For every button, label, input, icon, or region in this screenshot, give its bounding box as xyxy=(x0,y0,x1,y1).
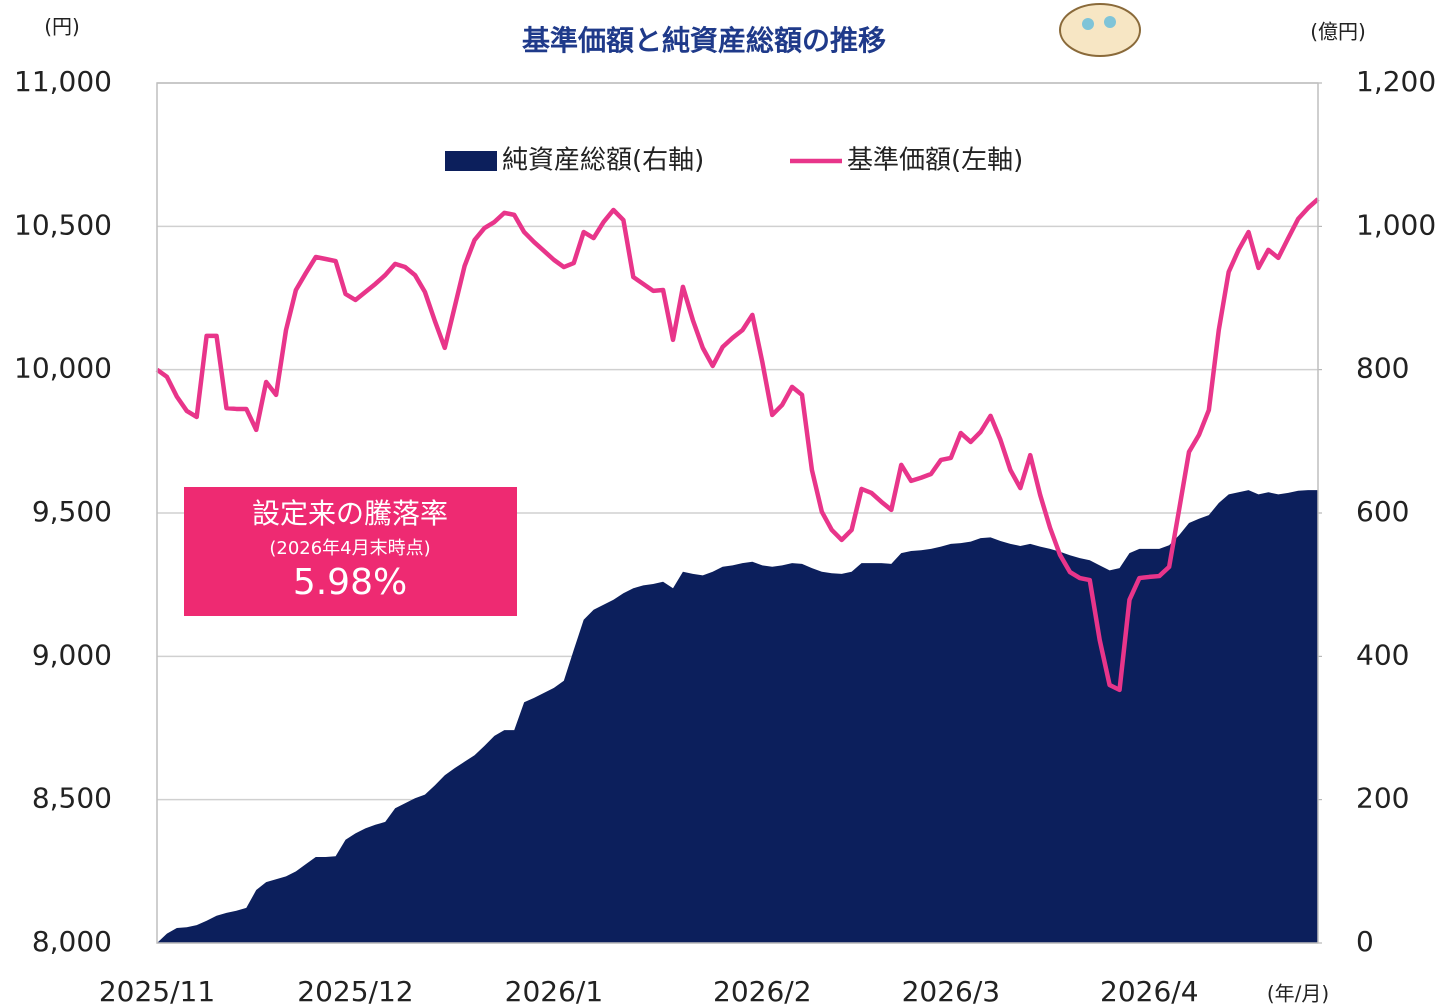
annotation-title: 設定来の騰落率 xyxy=(252,497,448,530)
legend-swatch xyxy=(445,151,497,171)
mascot xyxy=(1059,3,1141,57)
y-tick-label: 8,500 xyxy=(32,782,112,815)
y-tick-label: 8,000 xyxy=(32,925,112,958)
y2-tick-label: 0 xyxy=(1356,925,1374,958)
area xyxy=(157,490,1318,943)
x-tick-label: 2026/4 xyxy=(1100,975,1199,1007)
y2-tick-label: 800 xyxy=(1356,352,1409,385)
y2-unit: (億円) xyxy=(1310,20,1366,44)
y-tick-label: 10,500 xyxy=(14,208,112,241)
y-unit: (円) xyxy=(44,15,80,39)
annotation-subtitle: (2026年4月末時点) xyxy=(269,538,430,559)
y2-tick-label: 200 xyxy=(1356,782,1409,815)
line xyxy=(155,197,1320,693)
x-unit: (年/月) xyxy=(1267,982,1329,1006)
annotation-box xyxy=(184,487,517,616)
y2-tick-label: 400 xyxy=(1356,638,1409,671)
annotation-value: 5.98% xyxy=(293,562,407,603)
y-tick-label: 11,000 xyxy=(14,65,112,98)
y-tick-label: 9,000 xyxy=(32,638,112,671)
x-tick-label: 2026/2 xyxy=(713,975,812,1007)
plot-frame xyxy=(156,82,1319,944)
x-tick-label: 2026/1 xyxy=(505,975,604,1007)
y2-tick-label: 600 xyxy=(1356,495,1409,528)
y-tick-label: 10,000 xyxy=(14,352,112,385)
y-tick-label: 9,500 xyxy=(32,495,112,528)
y2-tick-label: 1,200 xyxy=(1356,65,1436,98)
y2-tick-label: 1,000 xyxy=(1356,208,1436,241)
chart-title: 基準価額と純資産総額の推移 xyxy=(522,24,886,57)
x-tick-label: 2026/3 xyxy=(902,975,1001,1007)
x-tick-label: 2025/12 xyxy=(297,975,413,1007)
legend-label: 基準価額(左軸) xyxy=(847,146,1023,176)
x-tick-label: 2025/11 xyxy=(99,975,215,1007)
legend-label: 純資産総額(右軸) xyxy=(502,146,704,176)
